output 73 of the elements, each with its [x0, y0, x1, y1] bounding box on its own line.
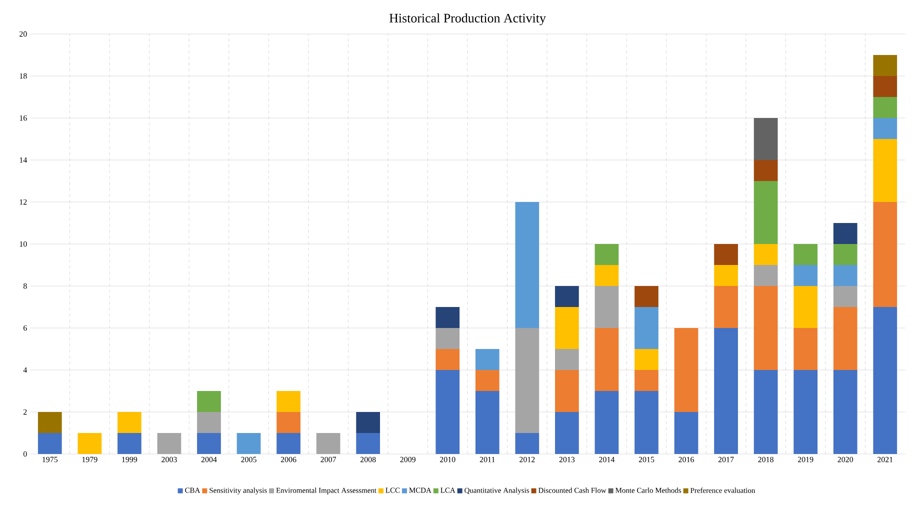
bar [594, 244, 619, 265]
bar [714, 265, 738, 286]
bar [794, 328, 818, 370]
bar [356, 433, 380, 454]
bar [794, 370, 818, 454]
bar [634, 370, 658, 391]
bar [634, 349, 658, 370]
bar [833, 265, 858, 286]
bar [594, 391, 619, 454]
bar [197, 412, 221, 433]
bar [38, 412, 62, 433]
bar [754, 160, 778, 181]
bar [634, 286, 658, 307]
bar [594, 265, 619, 286]
bar [157, 433, 182, 454]
bar [754, 286, 778, 370]
bar [754, 244, 778, 265]
bar [118, 412, 142, 433]
bar [873, 138, 898, 202]
bar [515, 202, 540, 328]
bar [594, 286, 619, 328]
bar [555, 286, 579, 307]
bar [794, 265, 818, 286]
bar [475, 391, 500, 454]
bar [555, 349, 579, 370]
bar [833, 307, 858, 370]
bar [515, 328, 540, 433]
bar [873, 118, 898, 139]
bar [833, 370, 858, 454]
bar [714, 286, 738, 328]
bar [236, 433, 261, 454]
bar [674, 328, 698, 412]
bar [555, 412, 579, 454]
bar [78, 433, 102, 454]
bar [594, 328, 619, 391]
bar [38, 433, 62, 454]
bar [555, 307, 579, 349]
bar [197, 433, 221, 454]
bar [833, 244, 858, 265]
bar [634, 391, 658, 454]
bar [316, 433, 340, 454]
bar [833, 286, 858, 307]
bar [436, 349, 460, 370]
bar [436, 328, 460, 349]
bar [436, 370, 460, 454]
bar [873, 96, 898, 118]
bar [634, 307, 658, 349]
bar [754, 265, 778, 286]
bar [515, 433, 540, 454]
bar [276, 391, 300, 412]
bar [754, 180, 778, 244]
bar [873, 76, 898, 97]
bar [276, 433, 300, 454]
chart-title: Historical Production Activity [389, 13, 546, 26]
bar [714, 244, 738, 265]
bar [794, 286, 818, 328]
bar [833, 223, 858, 244]
bar [714, 328, 738, 454]
bar [436, 307, 460, 328]
bar [475, 349, 500, 370]
bar [276, 412, 300, 433]
bar [754, 118, 778, 160]
bar [555, 370, 579, 412]
bar [674, 412, 698, 454]
bar [794, 244, 818, 265]
bar [873, 54, 898, 76]
bar [873, 307, 898, 454]
bar [475, 370, 500, 391]
bar [356, 412, 380, 433]
bar [197, 391, 221, 412]
bar [873, 202, 898, 307]
bar [118, 433, 142, 454]
bar [754, 370, 778, 454]
